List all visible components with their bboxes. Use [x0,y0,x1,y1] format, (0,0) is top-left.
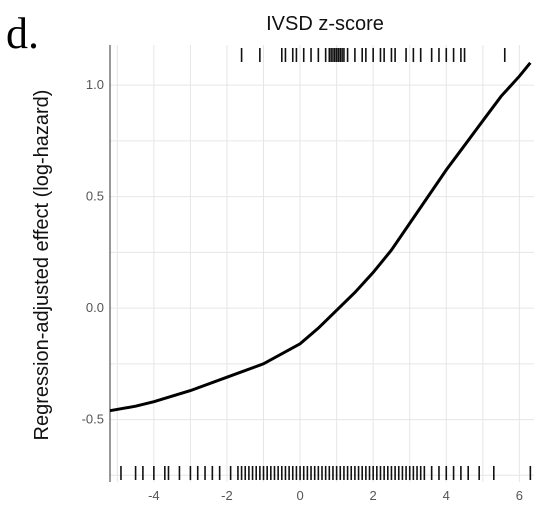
panel-label: d. [6,9,39,58]
x-tick-label: 0 [296,488,303,503]
y-tick-label: 0.5 [86,189,104,204]
effect-curve [109,61,532,413]
bottom-rug [120,466,532,480]
x-tick-label: 4 [443,488,450,503]
effect-curve-group [109,61,532,413]
x-tick-label: -4 [148,488,160,503]
x-tick-label: 2 [370,488,377,503]
tick-labels: -4 -2 0 2 4 6 -0.5 0.0 0.5 1.0 [82,77,523,503]
x-tick-label: 6 [516,488,523,503]
chart-title: IVSD z-score [266,13,384,35]
grid-lines [110,45,534,482]
y-tick-label: -0.5 [82,412,104,427]
x-tick-label: -2 [221,488,233,503]
y-tick-label: 0.0 [86,300,104,315]
y-axis-label: Regression-adjusted effect (log-hazard) [31,90,53,441]
top-rug [240,48,506,62]
y-tick-label: 1.0 [86,77,104,92]
